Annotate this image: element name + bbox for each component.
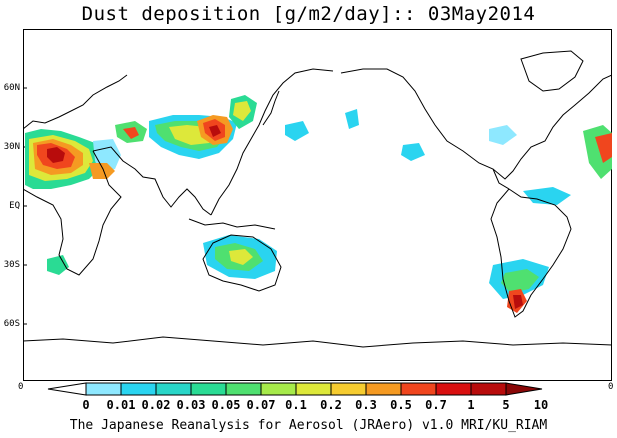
- colorbar-tick-label: 0.1: [285, 398, 307, 412]
- colorbar-tick-label: 0: [82, 398, 90, 412]
- colorbar-end-right: 0: [608, 382, 614, 392]
- colorbar-cell: [295, 382, 332, 396]
- colorbar-cell: [330, 382, 367, 396]
- map-title: Dust deposition [g/m2/day]:: 03May2014: [81, 3, 536, 25]
- colorbar-tick-label: 0.3: [355, 398, 377, 412]
- dust-deposition-field: [25, 95, 612, 313]
- lat-label-30s: 30S: [3, 260, 20, 270]
- lat-label-30n: 30N: [3, 142, 20, 152]
- lat-label-60s: 60S: [3, 319, 20, 329]
- lat-label-60n: 60N: [3, 83, 20, 93]
- colorbar-arrow-high: [505, 382, 543, 396]
- colorbar-tick-label: 5: [502, 398, 510, 412]
- colorbar-tick-label: 0.05: [211, 398, 241, 412]
- lat-label-eq: EQ: [9, 201, 20, 211]
- colorbar-cells: [47, 382, 543, 396]
- colorbar-tick-label: 0.5: [390, 398, 412, 412]
- colorbar-cell: [85, 382, 122, 396]
- colorbar-tick-label: 0.7: [425, 398, 447, 412]
- map-panel: [23, 29, 612, 381]
- world-map: [23, 29, 612, 381]
- colorbar-tick-label: 0.2: [320, 398, 342, 412]
- colorbar-cell: [155, 382, 192, 396]
- colorbar-cell: [365, 382, 402, 396]
- coastlines: [23, 50, 612, 348]
- colorbar-end-left: 0: [18, 382, 24, 392]
- colorbar-tick-label: 0.03: [176, 398, 206, 412]
- colorbar-strip: [47, 382, 543, 396]
- colorbar-cell: [470, 382, 507, 396]
- colorbar-cell: [120, 382, 157, 396]
- colorbar-cell: [190, 382, 227, 396]
- colorbar-tick-label: 10: [533, 398, 549, 412]
- colorbar-cell: [260, 382, 297, 396]
- colorbar-cell: [435, 382, 472, 396]
- colorbar-tick-label: 1: [467, 398, 475, 412]
- colorbar-cell: [225, 382, 262, 396]
- colorbar-tick-label: 0.01: [106, 398, 136, 412]
- colorbar-tick-label: 0.02: [141, 398, 171, 412]
- colorbar-arrow-low: [47, 382, 87, 396]
- colorbar-tick-label: 0.07: [246, 398, 276, 412]
- map-border: [23, 29, 612, 381]
- credit-line: The Japanese Reanalysis for Aerosol (JRA…: [69, 418, 548, 433]
- colorbar: 0 0 0 0.01 0.02 0.03 0.05 0.07 0.1 0.2 0.3 0.5 0.7…: [0, 381, 617, 415]
- colorbar-cell: [400, 382, 437, 396]
